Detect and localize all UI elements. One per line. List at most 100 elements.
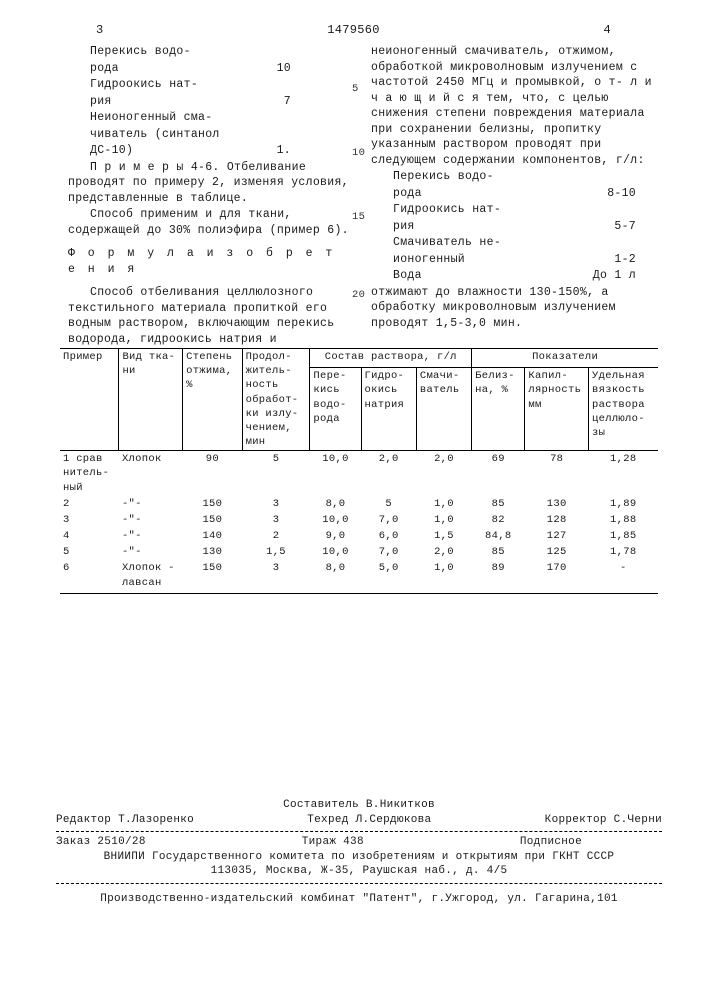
formula-heading: Ф о р м у л а и з о б р е т е н и я: [68, 246, 351, 277]
th-wetting: Смачи- ватель: [416, 368, 471, 451]
table-row: 4-"-14029,06,01,584,81271,85: [60, 528, 658, 544]
table-cell: 3: [242, 496, 310, 512]
reagent-value: До 1 л: [571, 268, 636, 284]
table-cell: 1,0: [416, 496, 471, 512]
table-cell: 90: [183, 451, 242, 496]
patent-number: 1479560: [0, 22, 707, 38]
table-row: 1 срав нитель- ныйХлопок90510,02,02,0697…: [60, 451, 658, 496]
table-cell: 127: [525, 528, 589, 544]
table-row: 3-"-150310,07,01,0821281,88: [60, 512, 658, 528]
table-cell: 69: [472, 451, 525, 496]
footer-editor: Редактор Т.Лазоренко: [56, 813, 194, 828]
table-cell: 6,0: [361, 528, 416, 544]
table-cell: 9,0: [310, 528, 361, 544]
table-cell: 2,0: [416, 451, 471, 496]
table-cell: 82: [472, 512, 525, 528]
table-cell: 2: [242, 528, 310, 544]
reagent-name: ДС-10): [68, 143, 133, 159]
table-cell: 1,0: [416, 560, 471, 590]
th-group-composition: Состав раствора, г/л: [310, 349, 472, 368]
table-cell: 1,5: [242, 544, 310, 560]
table-cell: 5: [361, 496, 416, 512]
table-cell: 10,0: [310, 512, 361, 528]
table-cell: 130: [525, 496, 589, 512]
footer-compiler: Составитель В.Никитков: [56, 798, 662, 813]
table-cell: 3: [242, 512, 310, 528]
footer-corrector: Корректор С.Черни: [545, 813, 662, 828]
reagent-name: рия: [68, 94, 112, 110]
body-text: Способ отбеливания целлюлозного текстиль…: [68, 285, 351, 347]
reagent-value: 1.: [255, 143, 291, 159]
table-cell: 85: [472, 496, 525, 512]
body-text: П р и м е р ы 4-6. Отбеливание проводят …: [68, 160, 351, 207]
footer-addr: 113035, Москва, Ж-35, Раушская наб., д. …: [56, 864, 662, 879]
table-cell: 8,0: [310, 496, 361, 512]
reagent-name: Перекись водо-: [371, 169, 654, 185]
table-cell: 150: [183, 560, 242, 590]
footer-org: ВНИИПИ Государственного комитета по изоб…: [56, 850, 662, 865]
table-cell: 3: [60, 512, 119, 528]
table-cell: 130: [183, 544, 242, 560]
table-cell: 1,5: [416, 528, 471, 544]
table-cell: -: [589, 560, 658, 590]
reagent-name: рия: [371, 219, 415, 235]
reagent-name: рода: [68, 61, 119, 77]
table-cell: 5: [242, 451, 310, 496]
reagent-value: 1-2: [592, 252, 636, 268]
body-text: Способ применим и для ткани, содержащей …: [68, 207, 351, 238]
table-cell: 150: [183, 496, 242, 512]
left-column: Перекись водо- рода10 Гидроокись нат- ри…: [68, 44, 351, 348]
footer-tech: Техред Л.Сердюкова: [307, 813, 431, 828]
table-cell: 10,0: [310, 544, 361, 560]
table-cell: 78: [525, 451, 589, 496]
reagent-name: чиватель (синтанол: [68, 127, 351, 143]
table-cell: 89: [472, 560, 525, 590]
table-cell: 1,28: [589, 451, 658, 496]
table-cell: 140: [183, 528, 242, 544]
table-cell: 8,0: [310, 560, 361, 590]
table-row: 6Хлопок - лавсан15038,05,01,089170-: [60, 560, 658, 590]
table-cell: 2,0: [361, 451, 416, 496]
table-cell: 7,0: [361, 544, 416, 560]
reagent-name: ионогенный: [371, 252, 465, 268]
table-cell: 6: [60, 560, 119, 590]
reagent-value: 5-7: [592, 219, 636, 235]
footer-block: Составитель В.Никитков Редактор Т.Лазоре…: [56, 798, 662, 907]
table-cell: 170: [525, 560, 589, 590]
table-cell: 1,88: [589, 512, 658, 528]
table-cell: -"-: [119, 544, 183, 560]
table-cell: 5,0: [361, 560, 416, 590]
table-cell: 85: [472, 544, 525, 560]
table-cell: 125: [525, 544, 589, 560]
table-cell: -"-: [119, 496, 183, 512]
table-cell: 1,89: [589, 496, 658, 512]
table-row: 5-"-1301,510,07,02,0851251,78: [60, 544, 658, 560]
th-squeeze: Степень отжима, %: [183, 349, 242, 451]
th-fabric: Вид тка- ни: [119, 349, 183, 451]
reagent-name: рода: [371, 186, 422, 202]
table-row: 2-"-15038,051,0851301,89: [60, 496, 658, 512]
table-cell: -"-: [119, 512, 183, 528]
body-text: неионогенный смачиватель, отжимом, обраб…: [371, 44, 654, 168]
reagent-value: 7: [262, 94, 291, 110]
table-cell: Хлопок: [119, 451, 183, 496]
table-cell: 10,0: [310, 451, 361, 496]
results-table: Пример Вид тка- ни Степень отжима, % Про…: [60, 348, 658, 594]
reagent-name: Вода: [371, 268, 422, 284]
th-viscosity: Удельная вязкость раствора целлюло- зы: [589, 368, 658, 451]
table-cell: 84,8: [472, 528, 525, 544]
page-num-right: 4: [603, 22, 611, 38]
reagent-value: 10: [255, 61, 291, 77]
th-capillarity: Капил- лярность мм: [525, 368, 589, 451]
table-cell: 1,78: [589, 544, 658, 560]
table-cell: 5: [60, 544, 119, 560]
th-example: Пример: [60, 349, 119, 451]
table-cell: 1,85: [589, 528, 658, 544]
table-cell: 1 срав нитель- ный: [60, 451, 119, 496]
th-peroxide: Пере- кись водо- рода: [310, 368, 361, 451]
reagent-name: Неионогенный сма-: [68, 110, 351, 126]
footer-tirage: Тираж 438: [302, 835, 364, 850]
reagent-name: Смачиватель не-: [371, 235, 654, 251]
th-group-indicators: Показатели: [472, 349, 658, 368]
table-cell: 150: [183, 512, 242, 528]
